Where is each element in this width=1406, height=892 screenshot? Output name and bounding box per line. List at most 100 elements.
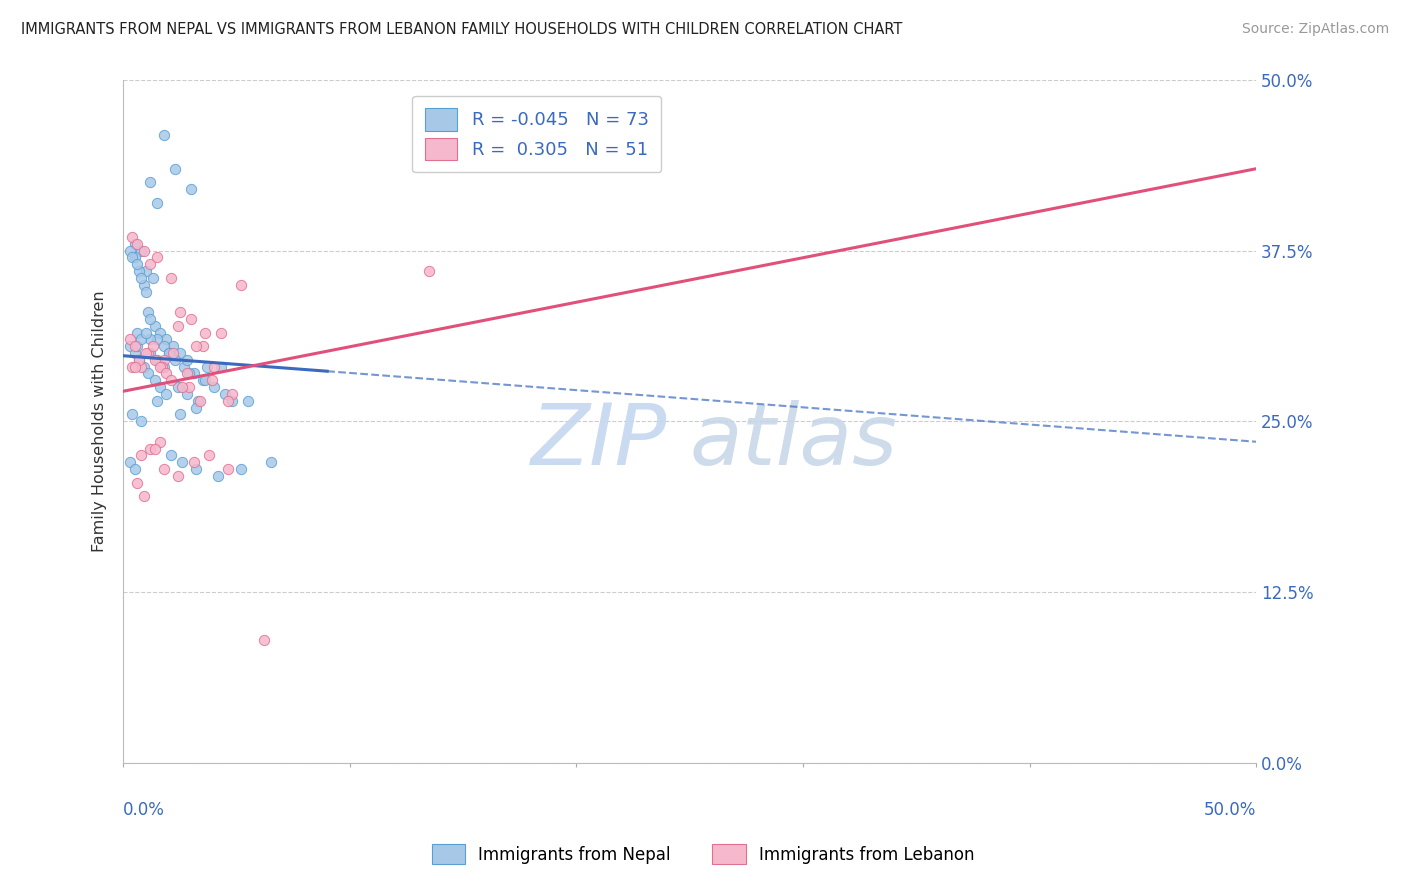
Point (166, 380, 188, 394)
Point (139, 346, 162, 360)
Point (132, 244, 155, 258)
Point (172, 380, 194, 394)
Point (157, 346, 180, 360)
Point (131, 414, 153, 428)
Point (162, 346, 184, 360)
Point (139, 257, 162, 271)
Point (146, 251, 169, 265)
Point (121, 251, 143, 265)
Point (184, 339, 207, 353)
Point (125, 475, 148, 490)
Point (139, 311, 162, 326)
Point (136, 367, 159, 381)
Point (194, 326, 217, 340)
Point (131, 449, 153, 463)
Point (166, 468, 188, 483)
Point (121, 230, 143, 244)
Point (160, 271, 183, 285)
Point (125, 257, 148, 271)
Point (157, 346, 180, 360)
Point (209, 326, 232, 340)
Point (221, 393, 243, 408)
Point (162, 339, 184, 353)
Point (128, 264, 150, 278)
Point (253, 632, 276, 647)
Point (177, 380, 200, 394)
Legend: R = -0.045   N = 73, R =  0.305   N = 51: R = -0.045 N = 73, R = 0.305 N = 51 (412, 95, 661, 172)
Point (121, 408, 143, 422)
Point (139, 332, 162, 346)
Point (221, 387, 243, 401)
Point (146, 332, 169, 346)
Point (183, 367, 205, 381)
Point (155, 367, 177, 381)
Point (135, 285, 157, 299)
Point (148, 359, 170, 374)
Point (132, 277, 155, 292)
Point (120, 244, 142, 258)
Y-axis label: Family Households with Children: Family Households with Children (93, 291, 107, 552)
Point (209, 359, 232, 374)
Point (172, 455, 194, 469)
Point (124, 339, 146, 353)
Point (183, 455, 205, 469)
Point (146, 393, 169, 408)
Point (169, 346, 191, 360)
Point (143, 352, 166, 367)
Point (165, 352, 187, 367)
Point (187, 393, 209, 408)
Point (143, 318, 166, 333)
Point (176, 367, 198, 381)
Point (124, 462, 146, 476)
Point (125, 326, 148, 340)
Point (184, 462, 207, 476)
Point (124, 346, 146, 360)
Point (131, 244, 153, 258)
Text: ZIP: ZIP (531, 401, 666, 483)
Point (259, 455, 281, 469)
Point (173, 359, 195, 374)
Legend: Immigrants from Nepal, Immigrants from Lebanon: Immigrants from Nepal, Immigrants from L… (425, 838, 981, 871)
Point (128, 352, 150, 367)
Point (201, 373, 224, 387)
Point (120, 332, 142, 346)
Point (139, 442, 162, 456)
Point (153, 352, 176, 367)
Point (120, 339, 142, 353)
Point (191, 373, 214, 387)
Point (135, 326, 157, 340)
Point (136, 305, 159, 319)
Point (135, 346, 157, 360)
Point (139, 175, 162, 189)
Point (195, 359, 218, 374)
Point (124, 251, 146, 265)
Point (166, 318, 188, 333)
Point (142, 271, 165, 285)
Point (229, 277, 252, 292)
Point (143, 442, 166, 456)
Point (120, 455, 142, 469)
Point (131, 271, 153, 285)
Point (169, 408, 191, 422)
Point (132, 359, 155, 374)
Point (202, 359, 225, 374)
Point (418, 264, 440, 278)
Point (136, 346, 159, 360)
Point (236, 393, 259, 408)
Point (135, 264, 157, 278)
Point (180, 182, 202, 196)
Text: Source: ZipAtlas.com: Source: ZipAtlas.com (1241, 22, 1389, 37)
Point (132, 489, 155, 503)
Point (198, 449, 221, 463)
Point (202, 380, 225, 394)
Point (142, 339, 165, 353)
Point (146, 352, 169, 367)
Point (229, 462, 252, 476)
Point (153, 462, 176, 476)
Point (153, 339, 176, 353)
Point (131, 332, 153, 346)
Point (143, 373, 166, 387)
Text: 50.0%: 50.0% (1204, 801, 1256, 819)
Text: 0.0%: 0.0% (124, 801, 165, 819)
Point (150, 359, 173, 374)
